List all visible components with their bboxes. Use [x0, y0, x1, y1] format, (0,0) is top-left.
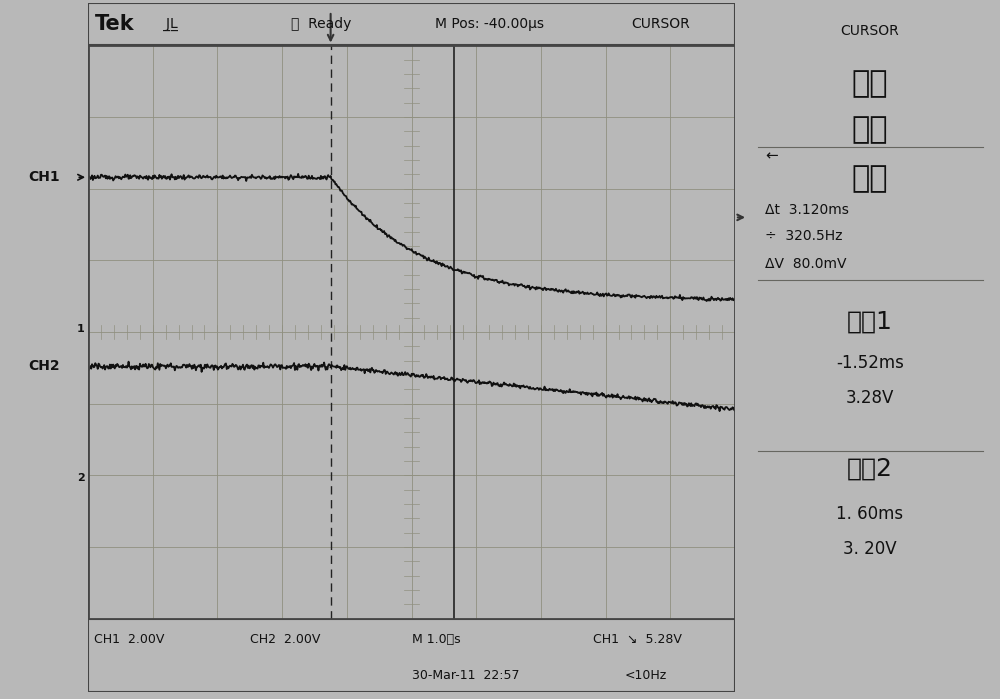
Text: 光标1: 光标1: [847, 310, 893, 333]
Text: Tek: Tek: [94, 15, 134, 34]
Text: CURSOR: CURSOR: [841, 24, 899, 38]
Text: Ⓡ  Ready: Ⓡ Ready: [291, 17, 351, 31]
Text: 1: 1: [77, 324, 85, 334]
Text: 30-Mar-11  22:57: 30-Mar-11 22:57: [412, 670, 519, 682]
Text: 类型: 类型: [852, 69, 888, 99]
Text: 2: 2: [77, 473, 85, 483]
Text: CH1  ↘  5.28V: CH1 ↘ 5.28V: [593, 633, 682, 646]
Text: 1. 60ms: 1. 60ms: [836, 505, 904, 523]
Text: CH2: CH2: [28, 359, 60, 373]
Text: J̲L̲: J̲L̲: [166, 17, 178, 31]
Text: ÷  320.5Hz: ÷ 320.5Hz: [765, 229, 842, 243]
Text: <10Hz: <10Hz: [625, 670, 667, 682]
Text: 光标2: 光标2: [847, 456, 893, 480]
Text: 3.28V: 3.28V: [846, 389, 894, 408]
Text: M Pos: -40.00μs: M Pos: -40.00μs: [435, 17, 544, 31]
Text: CH2  2.00V: CH2 2.00V: [250, 633, 320, 646]
Text: CURSOR: CURSOR: [631, 17, 690, 31]
Text: ←: ←: [765, 148, 778, 164]
Text: 信源: 信源: [852, 164, 888, 193]
Text: 3. 20V: 3. 20V: [843, 540, 897, 558]
Text: -1.52ms: -1.52ms: [836, 354, 904, 373]
Text: M 1.0㎜s: M 1.0㎜s: [412, 633, 460, 646]
Text: CH1: CH1: [28, 171, 60, 185]
Text: CH1  2.00V: CH1 2.00V: [94, 633, 165, 646]
Text: Δt  3.120ms: Δt 3.120ms: [765, 203, 849, 217]
Text: ΔV  80.0mV: ΔV 80.0mV: [765, 257, 846, 271]
Text: 时间: 时间: [852, 115, 888, 144]
